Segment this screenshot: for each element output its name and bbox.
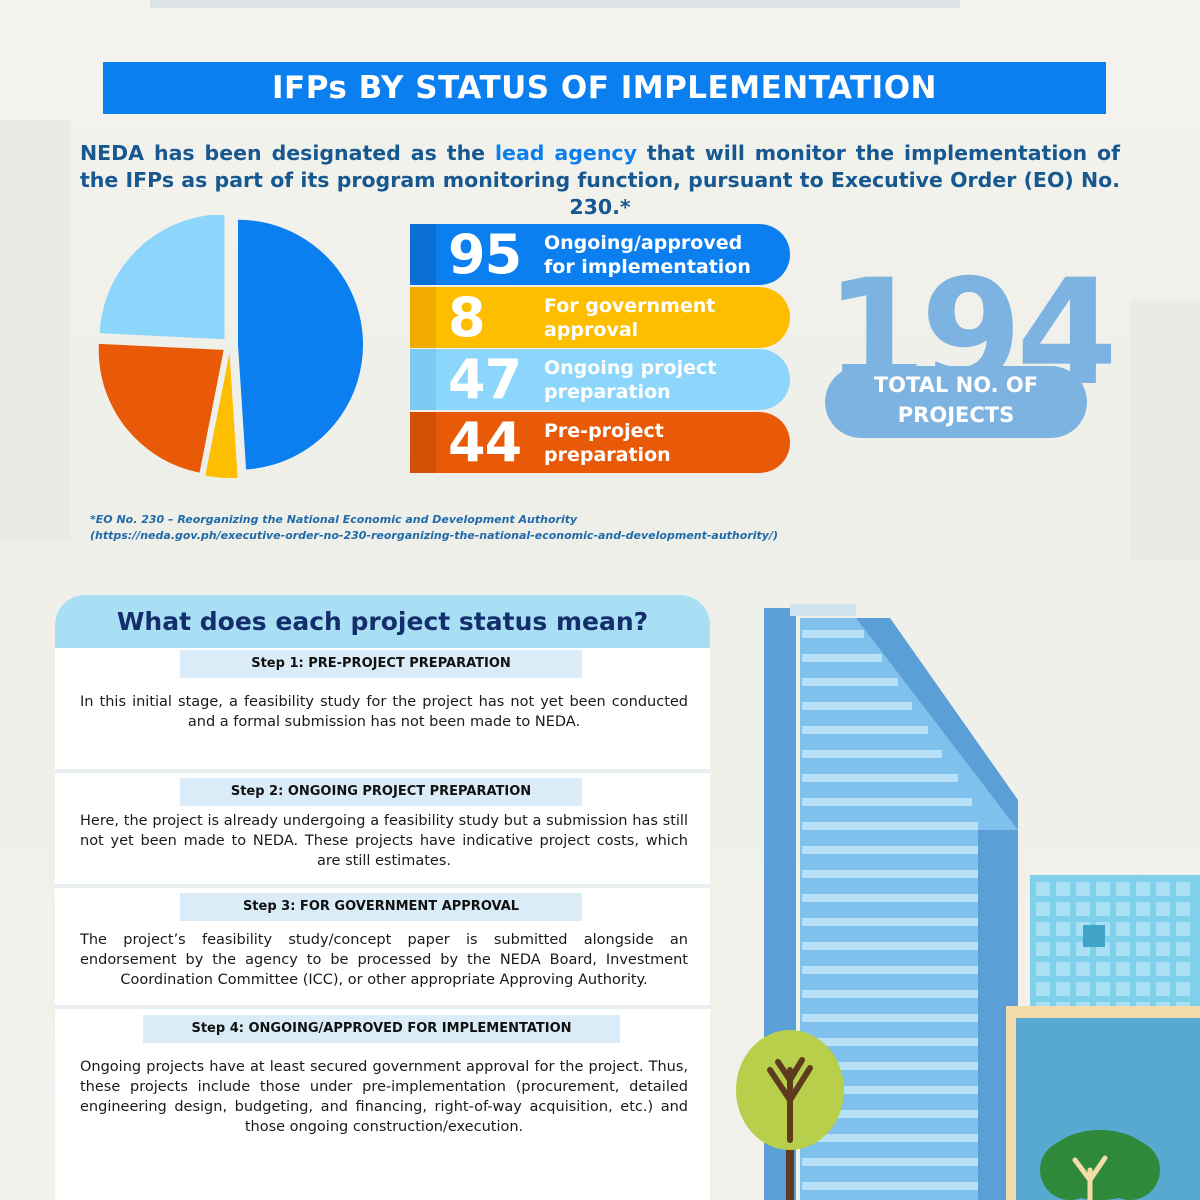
background-building: [1130, 300, 1200, 560]
total-projects-badge: 194 TOTAL NO. OF PROJECTS: [825, 258, 1118, 438]
steps-card: What does each project status mean? Step…: [55, 595, 710, 1200]
step-4-title: Step 4: ONGOING/APPROVED FOR IMPLEMENTAT…: [143, 1015, 620, 1043]
billboard-illustration: [1006, 1006, 1200, 1200]
status-label: Pre-project preparation: [544, 419, 671, 466]
status-value: 44: [448, 410, 522, 474]
step-3-body: The project’s feasibility study/concept …: [80, 932, 688, 988]
total-caption-line1: TOTAL NO. OF: [873, 373, 1039, 397]
total-pill: [825, 366, 1087, 438]
steps-heading: What does each project status mean?: [55, 595, 710, 648]
intro-highlight: lead agency: [495, 141, 637, 165]
status-row-edge: [410, 286, 436, 348]
step-1-body: In this initial stage, a feasibility stu…: [80, 694, 688, 730]
status-value: 95: [448, 223, 522, 286]
step-3-title: Step 3: FOR GOVERNMENT APPROVAL: [180, 893, 582, 921]
total-caption-line2: PROJECTS: [897, 403, 1015, 427]
footnote-line1: *EO No. 230 – Reorganizing the National …: [90, 513, 578, 526]
status-value: 8: [448, 285, 486, 349]
status-row-ongoing-approved: 95 Ongoing/approved for implementation: [410, 224, 790, 285]
pie-slice-ongoing-project-preparation: [99, 215, 225, 340]
section-banner: IFPs BY STATUS OF IMPLEMENTATION: [103, 62, 1106, 114]
step-1-title: Step 1: PRE-PROJECT PREPARATION: [180, 650, 582, 678]
footnote-link[interactable]: (https://neda.gov.ph/executive-order-no-…: [90, 529, 778, 542]
status-list: 95 Ongoing/approved for implementation 8…: [410, 224, 790, 474]
step-2-title: Step 2: ONGOING PROJECT PREPARATION: [180, 778, 582, 806]
status-row-edge: [410, 411, 436, 473]
intro-before: NEDA has been designated as the: [80, 141, 496, 165]
status-label: Ongoing project preparation: [544, 357, 717, 403]
pie-slice-ongoing-approved-for-implementation: [237, 219, 363, 470]
skyscraper-illustration: [764, 604, 1018, 1200]
pie-slice-pre-project-preparation: [98, 343, 224, 473]
status-row-gov-approval: 8 For government approval: [410, 285, 790, 349]
total-caption: TOTAL NO. OF PROJECTS: [825, 370, 1087, 430]
tree-illustration: [736, 1030, 844, 1200]
step-divider: [55, 769, 710, 773]
status-label: Ongoing/approved for implementation: [544, 232, 751, 278]
background-building: [0, 120, 70, 540]
step-4-body: Ongoing projects have at least secured g…: [80, 1059, 688, 1135]
status-value: 47: [448, 348, 522, 411]
intro-after: that will monitor the implementation of …: [80, 141, 1120, 219]
status-label: For government approval: [544, 294, 716, 341]
footnote: *EO No. 230 – Reorganizing the National …: [90, 512, 778, 544]
total-value: 194: [825, 248, 1118, 418]
step-divider: [55, 884, 710, 888]
status-pie-chart: [98, 215, 363, 478]
status-row-edge: [410, 349, 436, 410]
top-strip: [150, 0, 960, 8]
status-row-pre-project: 44 Pre-project preparation: [410, 410, 790, 474]
step-2-body: Here, the project is already undergoing …: [80, 813, 688, 869]
pie-slice-for-government-approval: [205, 352, 238, 478]
city-illustration: [736, 604, 1200, 1200]
step-divider: [55, 1005, 710, 1009]
status-row-edge: [410, 224, 436, 285]
status-row-ongoing-prep: 47 Ongoing project preparation: [410, 349, 790, 410]
intro-text: NEDA has been designated as the lead age…: [80, 140, 1120, 221]
